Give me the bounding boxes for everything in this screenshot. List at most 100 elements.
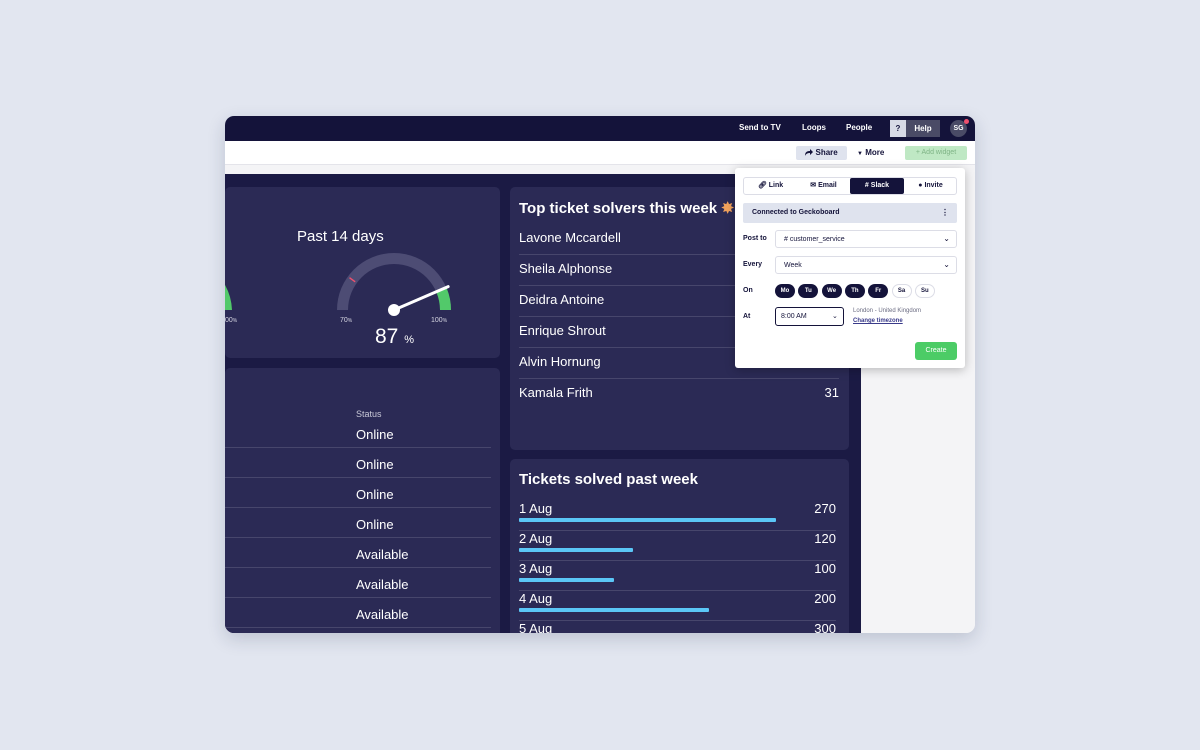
status-row: Available (225, 538, 491, 568)
caret-down-icon: ▼ (857, 151, 863, 157)
solver-name: Kamala Frith (519, 385, 593, 400)
connected-label: Connected to Geckoboard (752, 209, 840, 216)
status-value: Online (356, 487, 394, 502)
status-value: Online (356, 517, 394, 532)
day-toggle-we[interactable]: We (821, 284, 842, 298)
ticket-bar (519, 578, 614, 582)
send-to-tv-link[interactable]: Send to TV (739, 123, 781, 132)
status-column-header: Status (356, 409, 382, 419)
create-button[interactable]: Create (915, 342, 957, 360)
day-toggle-sa[interactable]: Sa (891, 284, 912, 298)
gauge-needle (392, 285, 450, 312)
ticket-value: 300 (814, 621, 836, 633)
solver-name: Deidra Antoine (519, 292, 605, 307)
options-kebab-icon[interactable]: ⋮ (941, 208, 949, 217)
ticket-bar (519, 548, 633, 552)
share-button[interactable]: Share (796, 146, 847, 160)
status-value: Online (356, 427, 394, 442)
solver-name: Enrique Shrout (519, 323, 606, 338)
every-select[interactable]: Week ⌄ (775, 256, 957, 274)
more-button[interactable]: ▼ More (857, 146, 884, 161)
left-gauge-max-label: 00% (225, 317, 238, 324)
tab-link[interactable]: 🔗︎ Link (757, 182, 784, 189)
change-timezone-link[interactable]: Change timezone (853, 318, 903, 324)
day-toggle-su[interactable]: Su (914, 284, 935, 298)
tab-email[interactable]: ✉ Email (810, 182, 837, 189)
time-value: 8:00 AM (781, 313, 807, 320)
status-value: Online (356, 457, 394, 472)
chevron-down-icon: ⌄ (943, 260, 950, 269)
tab-slack[interactable]: # Slack (850, 178, 904, 194)
status-row: Online (225, 418, 491, 448)
gauge-chart (225, 253, 451, 316)
day-toggle-tu[interactable]: Tu (798, 284, 819, 298)
ticket-bar (519, 518, 776, 522)
solvers-title: Top ticket solvers this week ✸ (519, 200, 734, 217)
status-row: Online (225, 508, 491, 538)
status-value: Available (356, 547, 409, 562)
email-icon: ✉ (810, 182, 817, 189)
on-label: On (743, 287, 753, 294)
people-link[interactable]: People (846, 123, 873, 132)
ticket-value: 200 (814, 591, 836, 606)
ticket-value: 100 (814, 561, 836, 576)
status-row: Available (225, 598, 491, 628)
share-tabs: 🔗︎ Link ✉ Email # Slack ● Invite (743, 177, 957, 195)
solver-row: Sheila Alphonse (519, 255, 839, 286)
gauge-value: 87 % (375, 325, 414, 348)
sparkle-icon: ✸ (721, 200, 734, 217)
gauge-title: Past 14 days (297, 228, 384, 245)
day-toggle-mo[interactable]: Mo (775, 284, 795, 298)
status-row: Available (225, 568, 491, 598)
solver-count: 31 (824, 385, 839, 400)
gauge-widget[interactable]: Past 14 days 00% 70% 100% 87 % (225, 187, 500, 358)
status-widget[interactable]: Status Online Online Online Online Available… (225, 368, 500, 633)
link-icon: 🔗︎ (757, 182, 767, 189)
every-label: Every (743, 261, 763, 268)
left-gauge-green-arc (225, 284, 232, 310)
help-button[interactable]: Help (906, 120, 940, 137)
chevron-down-icon: ⌄ (832, 313, 838, 320)
top-nav-bar: Send to TV Loops People ? Help SG (225, 116, 975, 141)
post-to-select[interactable]: # customer_service ⌄ (775, 230, 957, 248)
user-icon: ● (918, 182, 923, 189)
day-toggle-fr[interactable]: Fr (868, 284, 889, 298)
share-arrow-icon (805, 149, 814, 156)
share-label: Share (815, 148, 838, 157)
ticket-date: 4 Aug (519, 591, 553, 606)
tickets-solved-widget[interactable]: Tickets solved past week 1 Aug 270 2 Aug 12… (510, 459, 849, 633)
gauge-max-label: 100% (431, 317, 448, 324)
add-widget-button[interactable]: + Add widget (905, 146, 967, 160)
ticket-row: 3 Aug 100 (519, 561, 836, 591)
day-toggle-th[interactable]: Th (844, 284, 865, 298)
time-select[interactable]: 8:00 AM ⌄ (775, 307, 844, 326)
gauge-hub (388, 304, 400, 316)
avatar[interactable]: SG (950, 120, 967, 137)
solver-row: Alvin Hornung (519, 348, 839, 379)
connected-banner: Connected to Geckoboard ⋮ (743, 203, 957, 223)
ticket-date: 3 Aug (519, 561, 553, 576)
ticket-date: 5 Aug (519, 621, 553, 633)
loops-link[interactable]: Loops (802, 123, 826, 132)
ticket-row: 5 Aug 300 (519, 621, 836, 633)
status-row: Online (225, 478, 491, 508)
solver-name: Alvin Hornung (519, 354, 601, 369)
ticket-row: 2 Aug 120 (519, 531, 836, 561)
chevron-down-icon: ⌄ (943, 234, 950, 243)
solver-name: Lavone Mccardell (519, 230, 621, 245)
help-question-icon[interactable]: ? (890, 120, 906, 137)
every-value: Week (784, 262, 802, 269)
ticket-row: 1 Aug 270 (519, 501, 836, 531)
more-label: More (865, 148, 885, 157)
share-popup: 🔗︎ Link ✉ Email # Slack ● Invite Connect… (735, 168, 965, 368)
tab-invite[interactable]: ● Invite (918, 182, 943, 189)
slack-icon: # (864, 182, 869, 189)
ticket-value: 120 (814, 531, 836, 546)
status-value: Available (356, 577, 409, 592)
ticket-value: 270 (814, 501, 836, 516)
solver-name: Sheila Alphonse (519, 261, 613, 276)
main-gauge-green-arc (436, 288, 451, 310)
tickets-title: Tickets solved past week (519, 471, 698, 488)
solver-row: Enrique Shrout (519, 317, 839, 348)
notification-dot (964, 119, 969, 124)
